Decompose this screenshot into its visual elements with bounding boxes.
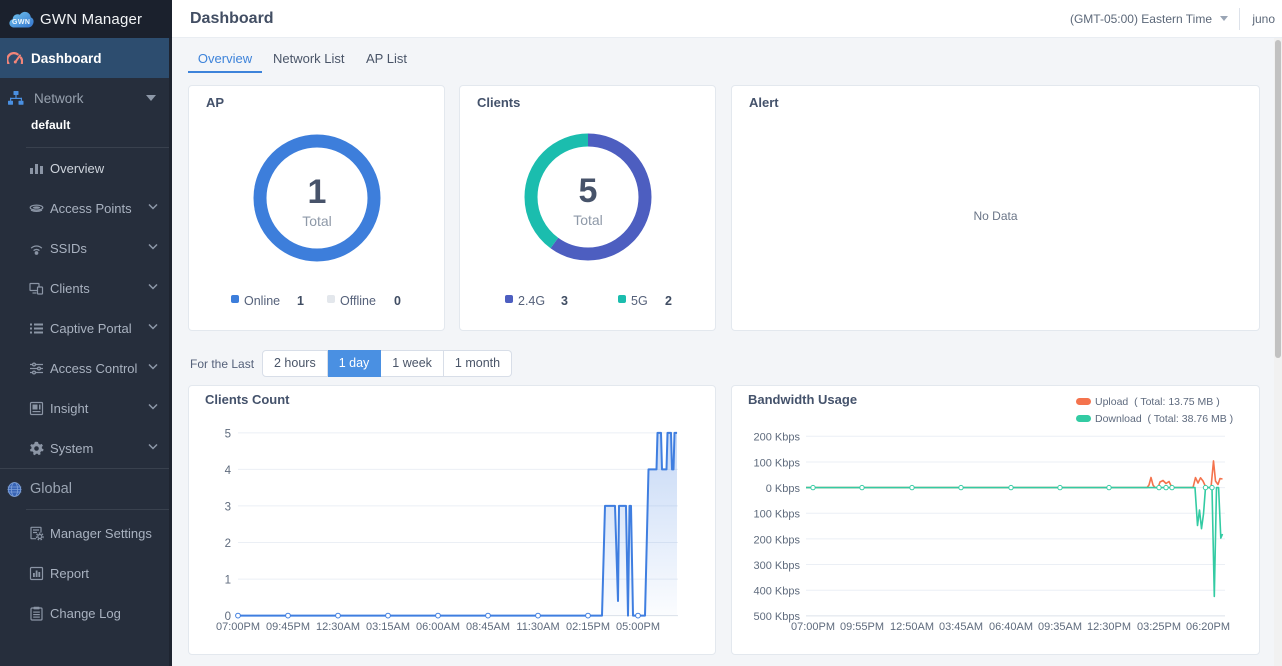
- svg-text:09:45PM: 09:45PM: [266, 621, 310, 633]
- svg-text:1: 1: [308, 173, 327, 211]
- svg-text:100 Kbps: 100 Kbps: [754, 457, 801, 469]
- svg-text:12:30AM: 12:30AM: [316, 621, 360, 633]
- svg-text:5: 5: [225, 428, 231, 440]
- svg-text:06:00AM: 06:00AM: [416, 621, 460, 633]
- svg-text:5: 5: [579, 172, 598, 210]
- svg-text:300 Kbps: 300 Kbps: [754, 560, 801, 572]
- svg-text:12:50AM: 12:50AM: [890, 621, 934, 633]
- svg-text:09:55PM: 09:55PM: [840, 621, 884, 633]
- svg-text:07:00PM: 07:00PM: [791, 621, 835, 633]
- svg-text:05:00PM: 05:00PM: [616, 621, 660, 633]
- svg-text:02:15PM: 02:15PM: [566, 621, 610, 633]
- svg-text:11:30AM: 11:30AM: [516, 621, 559, 633]
- svg-text:200 Kbps: 200 Kbps: [754, 534, 801, 546]
- svg-text:3: 3: [225, 501, 231, 513]
- svg-text:2: 2: [225, 538, 231, 550]
- svg-text:1: 1: [225, 575, 231, 587]
- svg-text:06:40AM: 06:40AM: [989, 621, 1033, 633]
- svg-text:06:20PM: 06:20PM: [1186, 621, 1230, 633]
- svg-text:03:15AM: 03:15AM: [366, 621, 410, 633]
- svg-text:Download ( Total: 38.76 MB ): Download ( Total: 38.76 MB ): [1095, 413, 1233, 425]
- svg-text:Total: Total: [302, 213, 332, 229]
- svg-text:03:45AM: 03:45AM: [939, 621, 983, 633]
- svg-text:07:00PM: 07:00PM: [216, 621, 260, 633]
- svg-text:400 Kbps: 400 Kbps: [754, 586, 801, 598]
- svg-text:GWN: GWN: [12, 18, 30, 25]
- svg-text:12:30PM: 12:30PM: [1087, 621, 1131, 633]
- svg-text:Upload ( Total: 13.75 MB ): Upload ( Total: 13.75 MB ): [1095, 396, 1220, 408]
- svg-text:Total: Total: [573, 212, 603, 228]
- svg-text:08:45AM: 08:45AM: [466, 621, 510, 633]
- svg-text:0 Kbps: 0 Kbps: [766, 483, 801, 495]
- svg-text:500 Kbps: 500 Kbps: [754, 611, 801, 623]
- svg-text:03:25PM: 03:25PM: [1137, 621, 1181, 633]
- svg-text:09:35AM: 09:35AM: [1038, 621, 1082, 633]
- svg-text:200 Kbps: 200 Kbps: [754, 432, 801, 444]
- svg-text:0: 0: [225, 611, 231, 623]
- svg-text:4: 4: [225, 465, 232, 477]
- svg-text:100 Kbps: 100 Kbps: [754, 509, 801, 521]
